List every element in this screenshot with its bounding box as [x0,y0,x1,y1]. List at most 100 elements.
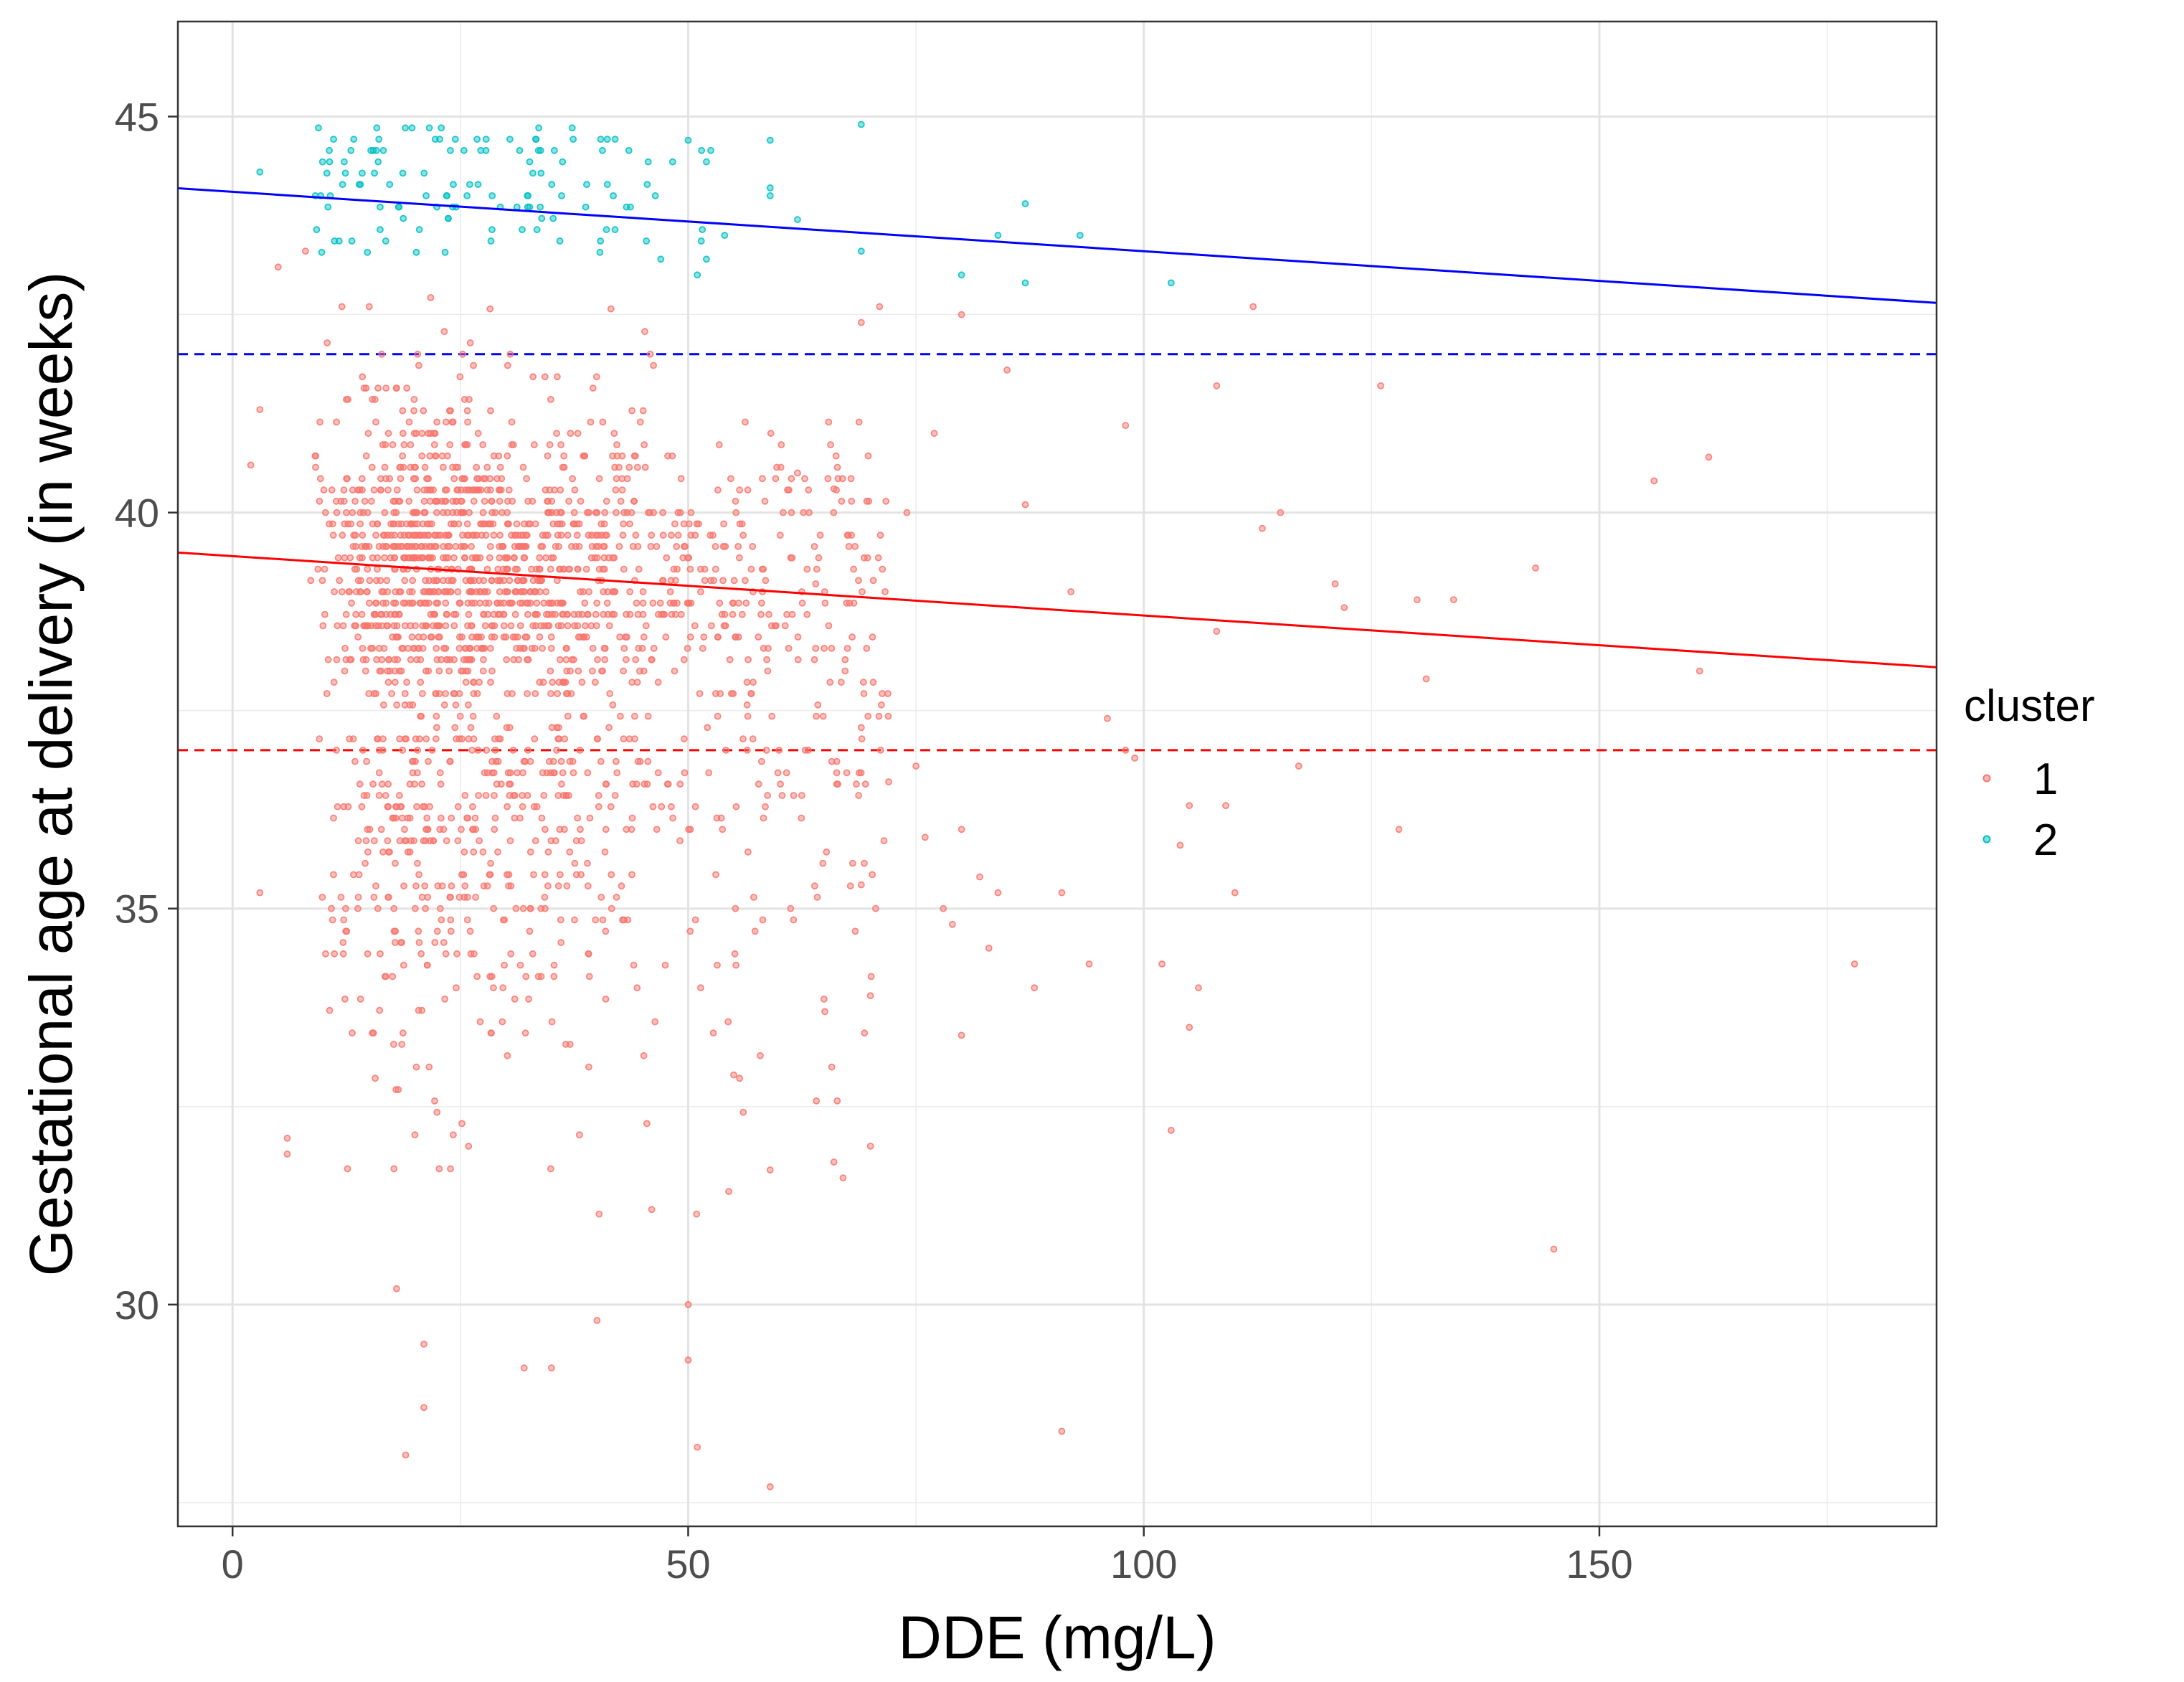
point-cluster-1 [639,588,647,595]
point-cluster-1 [620,735,628,742]
point-cluster-1 [697,984,704,991]
point-cluster-1 [958,1031,965,1039]
point-cluster-1 [426,520,433,528]
point-cluster-1 [364,565,372,573]
point-cluster-2 [721,232,729,240]
point-cluster-1 [424,826,432,833]
point-cluster-1 [607,803,615,811]
point-cluster-1 [618,475,626,483]
point-cluster-1 [680,520,688,528]
point-cluster-1 [340,916,348,924]
point-cluster-1 [601,509,609,516]
point-cluster-1 [361,543,369,550]
point-cluster-1 [423,961,431,969]
point-cluster-1 [400,430,407,438]
point-cluster-1 [420,1341,427,1348]
point-cluster-1 [339,950,347,958]
point-cluster-1 [827,441,834,448]
point-cluster-1 [504,1052,511,1059]
point-cluster-1 [474,430,482,438]
point-cluster-1 [465,656,473,663]
point-cluster-1 [372,882,379,890]
point-cluster-1 [639,407,647,415]
point-cluster-1 [471,814,479,822]
point-cluster-1 [412,463,419,471]
point-cluster-1 [359,531,367,539]
point-cluster-1 [506,780,513,788]
point-cluster-1 [602,780,610,788]
point-cluster-1 [333,418,341,426]
point-cluster-1 [384,622,392,630]
point-cluster-1 [722,622,729,630]
point-cluster-1 [1331,580,1339,587]
point-cluster-1 [401,690,409,697]
point-cluster-1 [455,690,463,697]
point-cluster-1 [580,452,587,460]
point-cluster-1 [364,848,372,856]
point-cluster-1 [493,577,501,585]
point-cluster-1 [493,599,501,607]
point-cluster-1 [321,509,329,516]
point-cluster-1 [339,939,347,946]
point-cluster-1 [331,950,339,958]
point-cluster-1 [450,622,458,630]
point-cluster-1 [401,577,409,585]
point-cluster-1 [397,803,405,811]
point-cluster-1 [351,565,359,573]
point-cluster-1 [384,894,392,901]
point-cluster-1 [330,814,337,822]
point-cluster-1 [401,701,409,709]
point-cluster-1 [1249,303,1257,311]
y-tick-label-30: 30 [115,1282,159,1328]
point-cluster-1 [583,633,590,641]
point-cluster-1 [803,610,811,618]
point-cluster-1 [781,622,789,630]
point-cluster-1 [473,588,481,595]
point-cluster-2 [766,184,774,192]
point-cluster-2 [657,255,665,263]
point-cluster-1 [511,554,518,562]
point-cluster-1 [455,735,463,742]
point-cluster-1 [431,430,439,438]
point-cluster-1 [848,859,856,867]
point-cluster-1 [848,531,856,539]
point-cluster-1 [384,780,392,788]
point-cluster-1 [538,814,546,822]
point-cluster-1 [390,1041,397,1048]
point-cluster-1 [336,577,344,585]
point-cluster-2 [558,192,565,199]
point-cluster-1 [432,690,440,697]
point-cluster-1 [342,610,350,618]
point-cluster-1 [744,486,752,493]
point-cluster-2 [447,146,454,154]
point-cluster-1 [422,735,430,742]
point-cluster-1 [578,679,586,686]
point-cluster-1 [653,543,661,550]
point-cluster-1 [574,814,582,822]
point-cluster-1 [884,690,892,697]
point-cluster-1 [363,757,371,765]
point-cluster-1 [812,645,820,652]
point-cluster-1 [1259,524,1266,532]
point-cluster-1 [349,871,357,879]
point-cluster-1 [397,531,405,539]
point-cluster-1 [555,724,562,732]
point-cluster-1 [830,509,838,516]
point-cluster-1 [448,882,455,890]
point-cluster-1 [522,531,530,539]
point-cluster-1 [801,475,808,483]
point-cluster-1 [316,475,324,483]
point-cluster-1 [480,610,487,618]
point-cluster-1 [316,735,323,742]
point-cluster-1 [453,950,460,958]
point-cluster-1 [546,757,553,765]
point-cluster-1 [985,945,993,952]
point-cluster-1 [316,418,324,426]
point-cluster-1 [592,373,600,381]
point-cluster-1 [632,656,640,663]
point-cluster-1 [562,645,570,652]
point-cluster-1 [759,916,767,924]
point-cluster-1 [604,588,611,595]
point-cluster-1 [391,667,399,675]
point-cluster-2 [373,124,381,132]
